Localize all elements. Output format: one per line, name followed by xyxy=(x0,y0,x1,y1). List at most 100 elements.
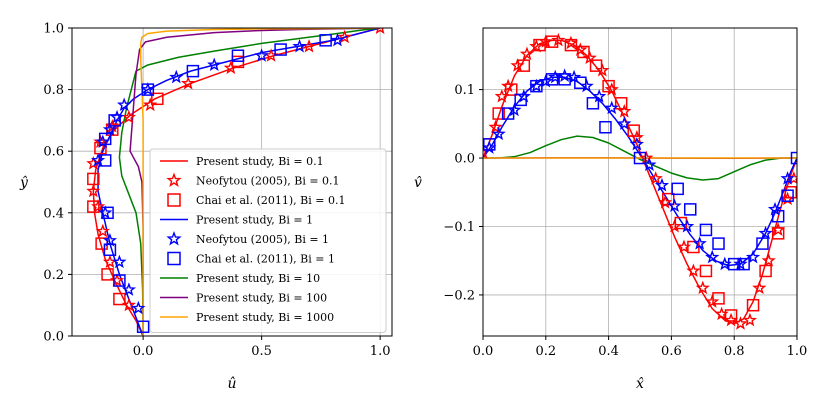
square-marker-chai-et-al-2011-bi-0-1 xyxy=(771,227,785,240)
square-marker-chai-et-al-2011-bi-1 xyxy=(113,274,126,287)
square-marker-chai-et-al-2011-bi-1 xyxy=(483,138,496,151)
series-line-present-study-bi-1 xyxy=(483,76,797,267)
square-marker-chai-et-al-2011-bi-1 xyxy=(574,76,587,90)
star-marker-neofytou-2005-bi-0-1 xyxy=(705,294,720,308)
legend: Present study, Bi = 0.1 Neofytou (2005), … xyxy=(149,148,387,333)
star-marker-neofytou-2005-bi-1 xyxy=(604,100,619,115)
left-panel: 0.0 0.5 1.0 0.0 0.2 0.4 0.6 0.8 1.0 û ŷ Present stu… xyxy=(19,22,393,392)
square-marker-chai-et-al-2011-bi-1 xyxy=(737,257,750,271)
y-tick-label: 0.2 xyxy=(43,268,64,283)
star-marker-neofytou-2005-bi-1 xyxy=(667,198,682,213)
series-line-present-study-bi-1000 xyxy=(139,28,381,336)
star-marker-neofytou-2005-bi-1 xyxy=(733,256,748,271)
square-marker-chai-et-al-2011-bi-1 xyxy=(558,73,571,86)
series-line-present-study-bi-0-1 xyxy=(483,39,797,325)
y-axis-label: v̂ xyxy=(414,175,422,191)
square-marker-chai-et-al-2011-bi-1 xyxy=(98,154,112,167)
legend-entry-label: Chai et al. (2011), Bi = 1 xyxy=(196,253,335,266)
star-marker-neofytou-2005-bi-0-1 xyxy=(595,62,610,77)
star-marker-neofytou-2005-bi-1 xyxy=(112,254,127,269)
star-marker-neofytou-2005-bi-1 xyxy=(654,177,670,192)
x-tick-label: 1.0 xyxy=(370,344,391,359)
star-marker-neofytou-2005-bi-1 xyxy=(102,122,118,136)
star-marker-neofytou-2005-bi-1 xyxy=(330,32,345,47)
square-marker-chai-et-al-2011-bi-0-1 xyxy=(614,97,628,110)
star-marker-neofytou-2005-bi-1 xyxy=(767,201,783,216)
square-marker-chai-et-al-2011-bi-1 xyxy=(319,34,332,47)
square-marker-chai-et-al-2011-bi-1 xyxy=(136,320,150,334)
star-marker-neofytou-2005-bi-0-1 xyxy=(551,32,566,47)
star-marker-neofytou-2005-bi-1 xyxy=(529,78,544,93)
square-marker-chai-et-al-2011-bi-0-1 xyxy=(746,298,760,312)
square-marker-chai-et-al-2011-bi-1 xyxy=(771,209,785,223)
star-marker-neofytou-2005-bi-0-1 xyxy=(563,35,579,50)
star-marker-neofytou-2005-bi-1 xyxy=(758,225,773,240)
y-tick-label: −0.1 xyxy=(443,220,475,235)
star-marker-neofytou-2005-bi-0-1 xyxy=(86,156,101,170)
star-marker-neofytou-2005-bi-0-1 xyxy=(337,29,352,44)
square-marker-chai-et-al-2011-bi-0-1 xyxy=(784,186,797,199)
star-marker-neofytou-2005-bi-0-1 xyxy=(223,60,238,75)
square-marker-chai-et-al-2011-bi-0-1 xyxy=(101,268,114,281)
star-marker-neofytou-2005-bi-0-1 xyxy=(761,253,776,267)
square-marker-chai-et-al-2011-bi-0-1 xyxy=(545,35,559,48)
square-marker-chai-et-al-2011-bi-1 xyxy=(108,114,121,127)
legend-swatch-square xyxy=(167,193,181,207)
legend-swatch-star xyxy=(166,231,182,246)
square-marker-chai-et-al-2011-bi-1 xyxy=(231,49,245,62)
star-marker-neofytou-2005-bi-1 xyxy=(538,73,553,88)
star-marker-neofytou-2005-bi-0-1 xyxy=(102,254,118,269)
star-marker-neofytou-2005-bi-0-1 xyxy=(667,218,682,233)
legend-entry-label: Present study, Bi = 10 xyxy=(196,272,320,285)
square-marker-chai-et-al-2011-bi-0-1 xyxy=(151,92,164,106)
square-marker-chai-et-al-2011-bi-0-1 xyxy=(699,264,713,278)
square-marker-chai-et-al-2011-bi-1 xyxy=(530,79,543,93)
square-marker-chai-et-al-2011-bi-1 xyxy=(586,97,600,110)
star-marker-neofytou-2005-bi-0-1 xyxy=(375,28,385,35)
star-marker-neofytou-2005-bi-0-1 xyxy=(723,312,739,327)
y-tick-label: 1.0 xyxy=(43,22,64,37)
star-marker-neofytou-2005-bi-0-1 xyxy=(529,38,544,53)
square-marker-chai-et-al-2011-bi-0-1 xyxy=(492,107,505,120)
square-marker-chai-et-al-2011-bi-1 xyxy=(727,257,741,271)
square-marker-chai-et-al-2011-bi-0-1 xyxy=(759,264,772,278)
y-tick-label: −0.2 xyxy=(443,288,475,303)
square-marker-chai-et-al-2011-bi-1 xyxy=(790,151,797,165)
square-marker-chai-et-al-2011-bi-1 xyxy=(98,132,112,146)
square-marker-chai-et-al-2011-bi-1 xyxy=(756,237,769,250)
axes-frame xyxy=(71,27,393,337)
square-marker-chai-et-al-2011-bi-1 xyxy=(274,43,287,56)
square-marker-chai-et-al-2011-bi-0-1 xyxy=(87,172,100,186)
star-marker-neofytou-2005-bi-0-1 xyxy=(752,280,767,295)
legend-entry-label: Present study, Bi = 1000 xyxy=(196,311,334,324)
series-line-present-study-bi-10 xyxy=(118,28,381,336)
x-axis-label: x̂ xyxy=(636,376,644,392)
square-marker-chai-et-al-2011-bi-1 xyxy=(101,206,114,220)
legend-entry-label: Chai et al. (2011), Bi = 0.1 xyxy=(196,194,345,207)
square-marker-chai-et-al-2011-bi-0-1 xyxy=(517,59,531,72)
x-tick-label: 1.0 xyxy=(787,344,808,359)
star-marker-neofytou-2005-bi-1 xyxy=(692,236,707,250)
legend-swatch-square xyxy=(167,251,181,266)
star-marker-neofytou-2005-bi-0-1 xyxy=(143,97,158,112)
y-tick-label: 0.4 xyxy=(43,206,64,221)
legend-entry-label: Present study, Bi = 1 xyxy=(196,214,313,227)
x-tick-label: 0.5 xyxy=(251,344,272,359)
y-tick-label: 0.0 xyxy=(43,330,64,345)
y-tick-label: 0.8 xyxy=(43,83,64,98)
star-marker-neofytou-2005-bi-1 xyxy=(121,282,137,296)
star-marker-neofytou-2005-bi-0-1 xyxy=(639,150,654,165)
series-line-present-study-bi-100 xyxy=(129,28,381,336)
star-marker-neofytou-2005-bi-0-1 xyxy=(695,280,710,295)
star-marker-neofytou-2005-bi-1 xyxy=(292,38,307,53)
x-axis-label: û xyxy=(227,376,236,392)
square-marker-chai-et-al-2011-bi-0-1 xyxy=(589,59,603,72)
star-marker-neofytou-2005-bi-1 xyxy=(254,48,269,62)
legend-swatch-star xyxy=(166,172,182,187)
star-marker-neofytou-2005-bi-1 xyxy=(207,57,222,72)
square-marker-chai-et-al-2011-bi-0-1 xyxy=(602,79,615,93)
square-marker-chai-et-al-2011-bi-1 xyxy=(712,237,725,250)
series-line-present-study-bi-10 xyxy=(483,135,797,181)
square-marker-chai-et-al-2011-bi-1 xyxy=(103,243,117,257)
